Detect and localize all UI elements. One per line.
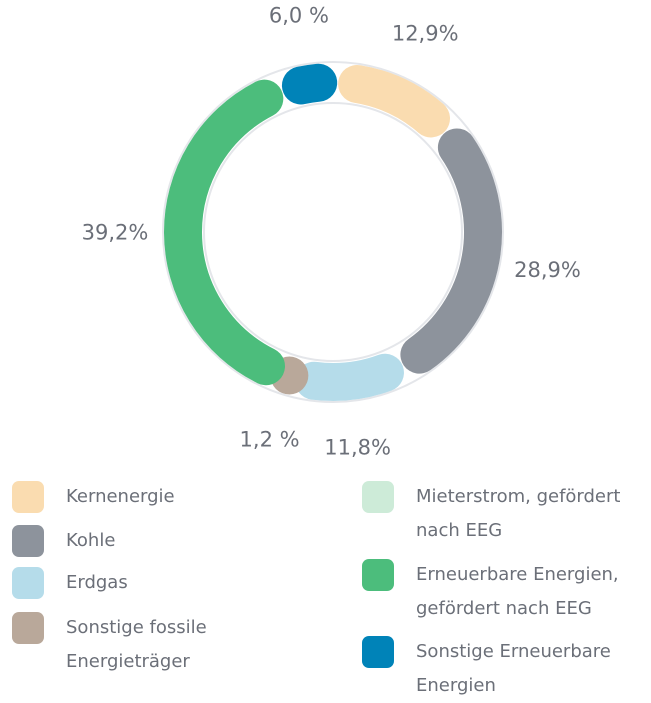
- legend-label: Erdgas: [66, 572, 128, 593]
- value-label: 28,9%: [514, 258, 581, 282]
- legend-item: Kohle: [12, 525, 222, 558]
- legend-label: Mieterstrom, gefördert nach EEG: [416, 486, 621, 541]
- legend-item: Kernenergie: [12, 481, 222, 514]
- donut-segment: [294, 353, 404, 401]
- legend-label: Sonstige Erneuerbare Energien: [416, 641, 611, 696]
- legend-swatch: [12, 481, 44, 513]
- inner-ring: [203, 102, 463, 362]
- legend-swatch: [362, 481, 394, 513]
- legend-label: Erneuerbare Energien, gefördert nach EEG: [416, 564, 619, 619]
- donut-segment: [338, 64, 450, 138]
- legend-swatch: [12, 612, 44, 644]
- legend-item: Sonstige fossile Energieträger: [12, 612, 222, 679]
- legend-label: Kohle: [66, 530, 116, 551]
- donut-segment: [164, 79, 286, 386]
- legend-item: Mieterstrom, gefördert nach EEG: [362, 481, 642, 548]
- legend-swatch: [12, 525, 44, 557]
- legend-item: Erneuerbare Energien, gefördert nach EEG: [362, 559, 642, 626]
- legend-item: Sonstige Erneuerbare Energien: [362, 636, 642, 703]
- legend-label: Sonstige fossile Energieträger: [66, 617, 207, 672]
- value-label: 39,2%: [82, 220, 149, 244]
- legend-swatch: [362, 636, 394, 668]
- value-label: 1,2 %: [240, 428, 300, 452]
- chart: 12,9% 28,9% 11,8% 1,2 % 39,2% 6,0 %: [82, 4, 581, 460]
- value-label: 6,0 %: [269, 4, 329, 28]
- donut-segment: [400, 128, 502, 374]
- value-label: 12,9%: [392, 21, 459, 45]
- outer-ring: [162, 61, 504, 403]
- value-label: 11,8%: [324, 436, 391, 460]
- legend-swatch: [362, 559, 394, 591]
- legend-swatch: [12, 567, 44, 599]
- legend-label: Kernenergie: [66, 486, 175, 507]
- donut-segment: [281, 63, 338, 105]
- legend-item: Erdgas: [12, 567, 222, 600]
